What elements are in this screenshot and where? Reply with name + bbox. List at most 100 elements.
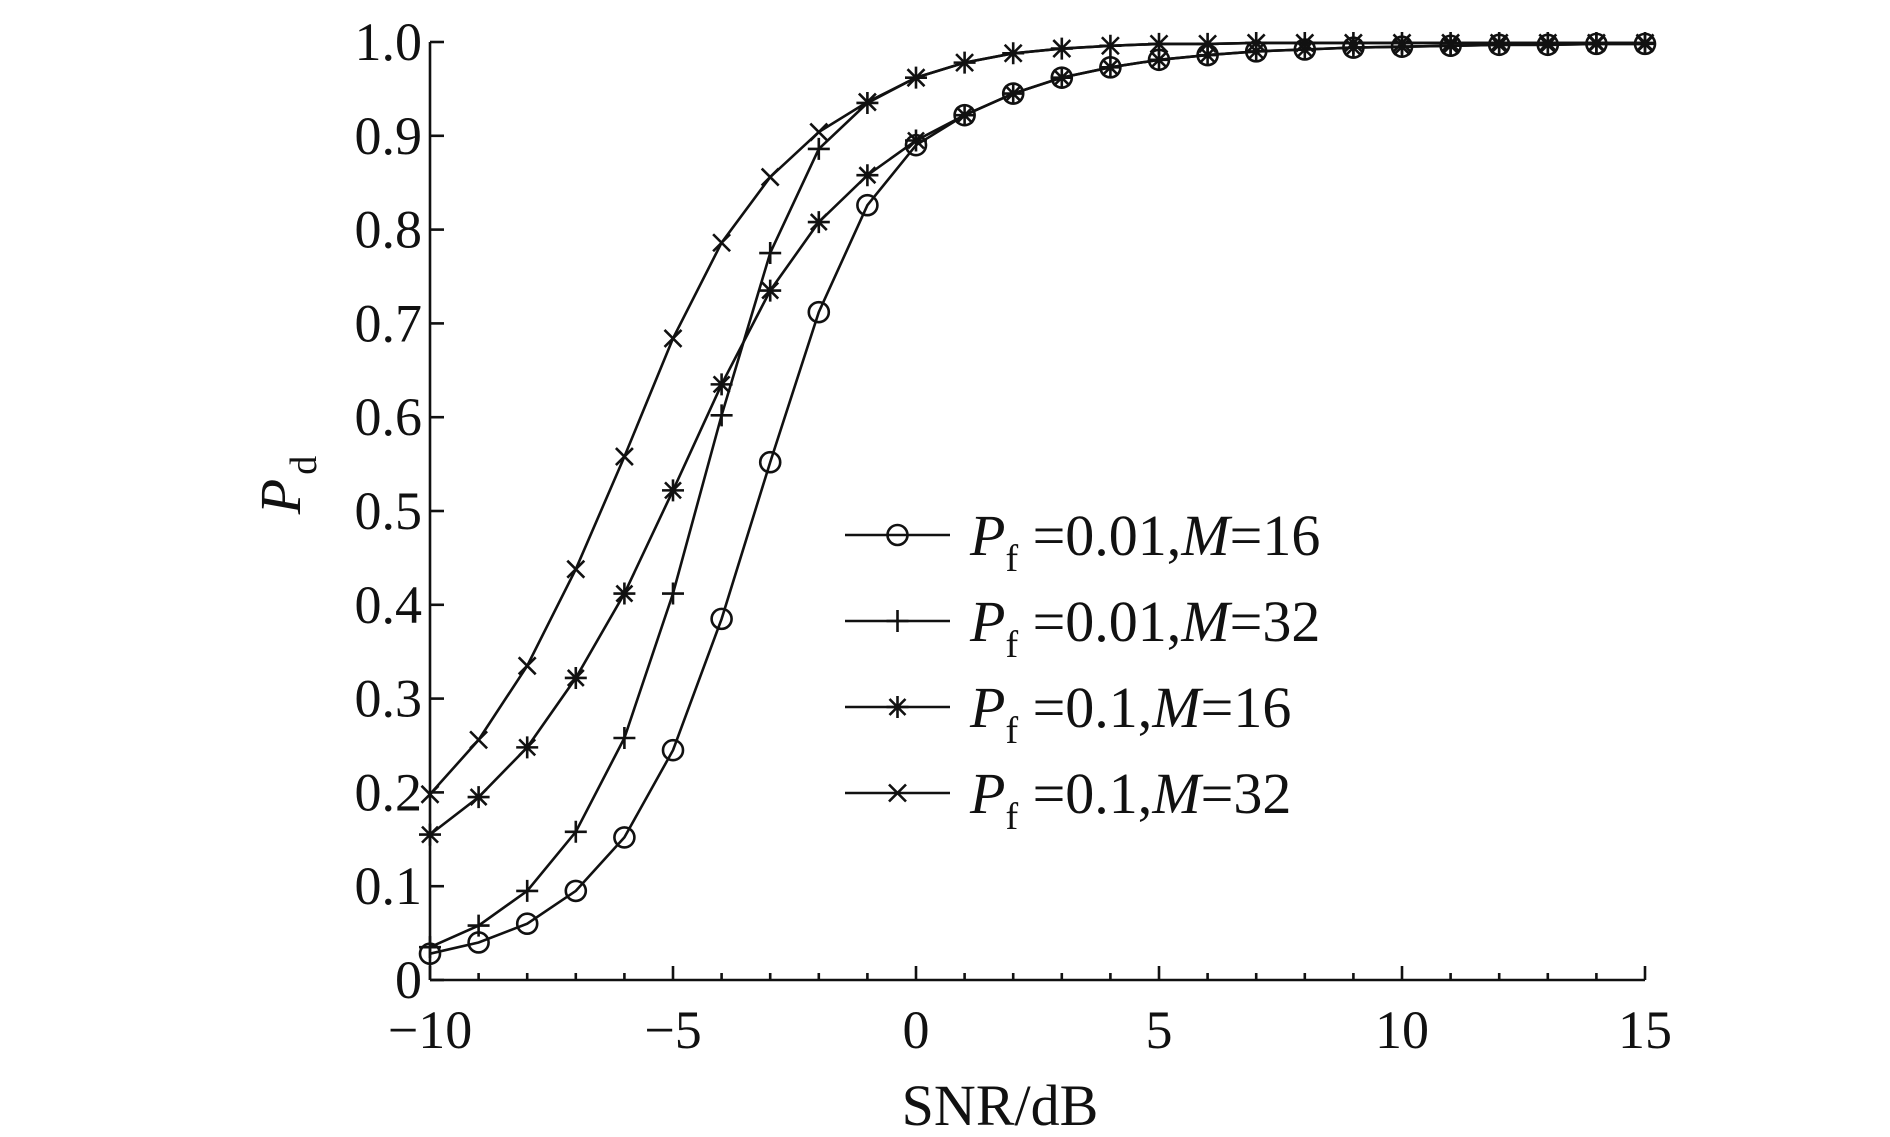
x-tick-label: −10	[388, 1000, 472, 1060]
marker-cross	[420, 784, 440, 804]
marker-asterisk	[905, 129, 927, 152]
marker-plus	[613, 726, 636, 749]
y-tick-label: 0.5	[355, 481, 423, 541]
y-tick-label: 0	[395, 950, 422, 1010]
marker-cross	[1295, 33, 1315, 53]
marker-circle	[886, 523, 909, 547]
x-tick-label: 5	[1146, 1000, 1173, 1060]
x-tick-label: 0	[903, 1000, 930, 1060]
legend-label: Pf =0.01,M=32	[969, 589, 1320, 666]
marker-asterisk	[710, 373, 733, 396]
marker-cross	[888, 783, 907, 803]
marker-asterisk	[953, 104, 976, 127]
x-tick-label: 15	[1618, 1000, 1672, 1060]
marker-asterisk	[1196, 44, 1219, 67]
marker-cross	[1441, 33, 1461, 53]
marker-asterisk	[564, 666, 587, 689]
marker-cross	[809, 122, 829, 142]
marker-circle	[710, 607, 733, 631]
marker-cross	[1343, 33, 1363, 53]
marker-plus	[886, 610, 909, 632]
legend-item: Pf =0.01,M=32	[845, 589, 1320, 666]
marker-cross	[1052, 39, 1072, 58]
series-4	[420, 33, 1655, 804]
marker-cross	[1003, 43, 1023, 63]
marker-cross	[760, 167, 780, 187]
marker-asterisk	[1099, 56, 1122, 79]
marker-asterisk	[1002, 82, 1025, 105]
marker-asterisk	[1050, 66, 1073, 89]
legend-item: Pf =0.1,M=16	[845, 675, 1291, 752]
marker-circle	[758, 450, 782, 474]
y-axis-title-sub: d	[283, 456, 325, 475]
legend-item: Pf =0.01,M=16	[845, 503, 1320, 580]
marker-cross	[906, 68, 926, 88]
marker-cross	[1489, 33, 1509, 53]
marker-cross	[1246, 33, 1266, 53]
marker-cross	[469, 730, 489, 750]
series-line	[429, 41, 1645, 796]
marker-circle	[564, 879, 588, 903]
marker-asterisk	[886, 696, 909, 718]
legend-label: Pf =0.01,M=16	[969, 503, 1320, 580]
series-layer	[418, 31, 1657, 966]
marker-cross	[1100, 36, 1120, 56]
marker-asterisk	[807, 211, 830, 234]
marker-asterisk	[613, 582, 636, 605]
marker-cross	[566, 559, 586, 579]
marker-cross	[1149, 34, 1169, 54]
legend-item: Pf =0.1,M=32	[845, 761, 1291, 838]
marker-cross	[857, 92, 877, 112]
marker-cross	[1538, 33, 1558, 53]
y-tick-label: 0.7	[355, 293, 423, 353]
y-tick-label: 0.2	[355, 762, 423, 822]
marker-circle	[856, 193, 879, 217]
marker-plus	[467, 914, 490, 937]
marker-circle	[613, 826, 636, 849]
marker-plus	[759, 242, 782, 265]
marker-cross	[1392, 33, 1412, 53]
marker-asterisk	[1293, 38, 1316, 61]
marker-circle	[515, 912, 539, 936]
y-tick-label: 0.6	[355, 387, 423, 447]
marker-asterisk	[662, 479, 684, 502]
marker-asterisk	[1439, 34, 1462, 57]
marker-cross	[1198, 34, 1218, 54]
legend-label: Pf =0.1,M=32	[969, 761, 1291, 838]
marker-plus	[516, 879, 539, 902]
legend-label: Pf =0.1,M=16	[969, 675, 1291, 752]
marker-asterisk	[1488, 33, 1511, 56]
marker-plus	[710, 404, 733, 427]
legend: Pf =0.01,M=16 Pf =0.01,M=32 Pf =0.1,M=16 Pf…	[845, 503, 1320, 838]
y-axis-title: Pd	[248, 456, 325, 515]
y-axis-ticks: 0 0.1 0.2 0.3 0.4 0.5 0.6 0.7 0.8 0.9 1.0	[355, 12, 444, 1010]
y-tick-label: 0.8	[355, 200, 423, 260]
marker-cross	[955, 53, 975, 73]
marker-plus	[662, 582, 684, 605]
marker-cross	[663, 328, 683, 348]
marker-plus	[564, 820, 587, 843]
x-tick-label: 10	[1375, 1000, 1429, 1060]
marker-asterisk	[1536, 33, 1559, 56]
marker-asterisk	[856, 164, 879, 187]
marker-plus	[807, 137, 830, 160]
x-axis-ticks: −10 −5 0 5 10 15	[388, 966, 1672, 1060]
marker-asterisk	[1148, 48, 1170, 71]
marker-cross	[712, 233, 732, 253]
y-axis-title-main: P	[248, 479, 313, 515]
x-tick-label: −5	[644, 1000, 701, 1060]
marker-asterisk	[516, 736, 539, 759]
marker-cross	[517, 656, 537, 676]
y-tick-label: 0.4	[355, 575, 423, 635]
y-tick-label: 0.1	[355, 856, 423, 916]
y-tick-label: 0.9	[355, 106, 423, 166]
marker-circle	[807, 300, 831, 324]
marker-cross	[1586, 33, 1606, 53]
marker-asterisk	[1342, 36, 1365, 59]
marker-asterisk	[419, 823, 441, 846]
marker-asterisk	[1245, 40, 1268, 63]
marker-asterisk	[467, 786, 490, 809]
marker-asterisk	[759, 279, 782, 302]
marker-cross	[614, 447, 634, 467]
